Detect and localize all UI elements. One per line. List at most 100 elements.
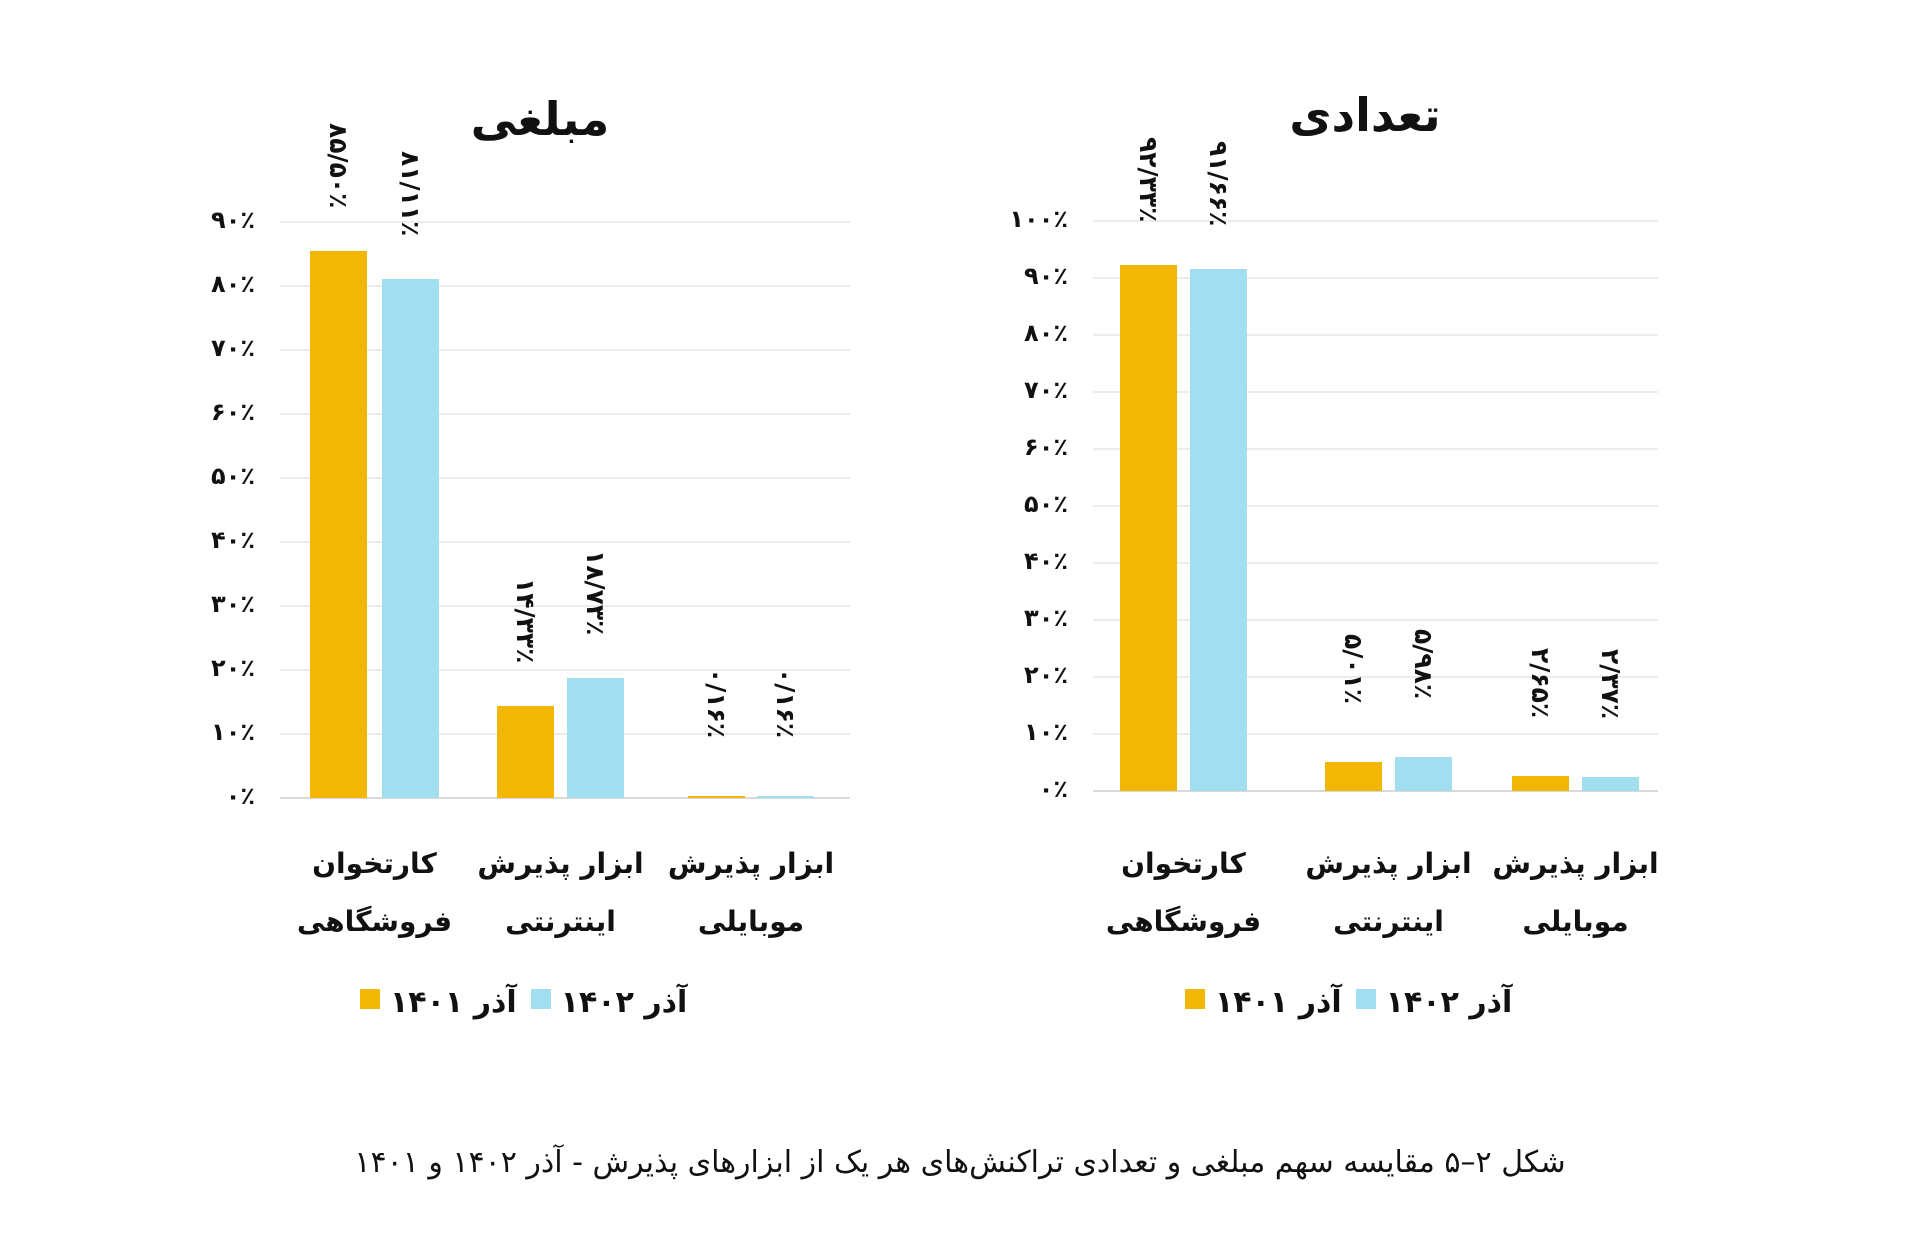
y-tick-label: ۴۰٪ (1024, 547, 1068, 575)
legend-item-1402: آذر ۱۴۰۲ (530, 985, 688, 1020)
gridline (280, 605, 850, 607)
gridline (1093, 619, 1658, 621)
gridline (1093, 448, 1658, 450)
gridline (1093, 334, 1658, 336)
data-label: ۱۴/۳۳٪ (510, 578, 540, 664)
gridline (1093, 277, 1658, 279)
gridline (1093, 676, 1658, 678)
y-tick-label: ۶۰٪ (211, 398, 255, 426)
legend: آذر ۱۴۰۱ آذر ۱۴۰۲ (360, 985, 687, 1020)
gridline (280, 669, 850, 671)
x-axis-baseline (1093, 790, 1658, 792)
bar-1402 (382, 278, 439, 798)
bar-1402 (757, 796, 814, 798)
chart-title: مبلغی (470, 92, 610, 146)
y-tick-label: ۱۰٪ (1024, 718, 1068, 746)
gridline (280, 733, 850, 735)
category-line: موبایلی (697, 905, 805, 938)
data-label: ۲/۳۷٪ (1595, 649, 1625, 720)
legend-swatch (1185, 989, 1205, 1009)
y-tick-label: ۷۰٪ (1024, 376, 1068, 404)
y-tick-label: ۹۰٪ (211, 206, 255, 234)
y-tick-label: ۲۰٪ (211, 654, 255, 682)
y-tick-label: ۸۰٪ (211, 270, 255, 298)
bar-1401 (1120, 264, 1177, 791)
category-line: اینترنتی (1333, 905, 1444, 938)
legend-label: آذر ۱۴۰۲ (1385, 985, 1513, 1020)
x-category-label: ابزار پذیرش موبایلی (1481, 835, 1671, 951)
gridline (1093, 562, 1658, 564)
x-category-label: ابزار پذیرش اینترنتی (466, 835, 656, 951)
gridline (280, 221, 850, 223)
category-line: ابزار پذیرش (667, 847, 835, 880)
y-tick-label: ۵۰٪ (1024, 490, 1068, 518)
data-label: ۹۲/۳۳٪ (1133, 136, 1163, 223)
bar-1402 (1395, 756, 1452, 791)
legend-item-1402: آذر ۱۴۰۲ (1355, 985, 1513, 1020)
y-tick-label: ۹۰٪ (1024, 262, 1068, 290)
y-tick-label: ۴۰٪ (211, 526, 255, 554)
gridline (280, 349, 850, 351)
data-label: ۵/۰۱٪ (1338, 634, 1368, 705)
legend-swatch (1355, 989, 1376, 1009)
category-line: فروشگاهی (1105, 905, 1262, 938)
data-label: ۰/۱۶٪ (770, 668, 800, 739)
category-line: فروشگاهی (296, 905, 453, 938)
bar-1402 (1190, 268, 1247, 791)
y-tick-label: ۷۰٪ (211, 334, 255, 362)
x-category-label: ابزار پذیرش موبایلی (656, 835, 846, 951)
y-tick-label: ۸۰٪ (1024, 319, 1068, 347)
category-line: کارتخوان (1121, 847, 1246, 880)
gridline (1093, 391, 1658, 393)
x-axis-baseline (280, 797, 850, 799)
y-tick-label: ۱۰٪ (211, 718, 255, 746)
legend-swatch (360, 989, 380, 1009)
data-label: ۰/۱۶٪ (701, 668, 731, 739)
bar-1402 (1582, 777, 1639, 791)
gridline (280, 477, 850, 479)
chart-title: تعدادی (1289, 88, 1441, 142)
bar-1401 (1512, 775, 1569, 791)
category-line: کارتخوان (312, 847, 437, 880)
y-tick-label: ۰٪ (225, 782, 255, 810)
y-tick-label: ۳۰٪ (1024, 604, 1068, 632)
data-label: ۵/۹۸٪ (1408, 628, 1438, 700)
y-tick-label: ۰٪ (1038, 775, 1068, 803)
bar-1401 (497, 706, 554, 798)
data-label: ۸۵/۵۰٪ (323, 122, 353, 209)
data-label: ۸۱/۱۱٪ (395, 150, 425, 237)
x-category-label: ابزار پذیرش اینترنتی (1294, 835, 1484, 951)
category-line: اینترنتی (505, 905, 616, 938)
legend-label: آذر ۱۴۰۱ (1215, 985, 1342, 1020)
category-line: ابزار پذیرش (1305, 847, 1472, 880)
gridline (280, 413, 850, 415)
category-line: ابزار پذیرش (1492, 847, 1659, 880)
bar-1402 (567, 678, 624, 798)
x-category-label: کارتخوان فروشگاهی (280, 835, 470, 951)
legend-label: آذر ۱۴۰۲ (560, 985, 688, 1020)
y-tick-label: ۲۰٪ (1024, 661, 1068, 689)
bar-1401 (688, 796, 745, 798)
y-tick-label: ۱۰۰٪ (1009, 205, 1068, 233)
bar-1401 (310, 250, 367, 798)
data-label: ۲/۶۵٪ (1525, 647, 1555, 719)
data-label: ۱۸/۷۳٪ (580, 550, 610, 636)
x-category-label: کارتخوان فروشگاهی (1089, 835, 1279, 951)
gridline (1093, 733, 1658, 735)
figure-caption: شکل ۲–۵ مقایسه سهم مبلغی و تعدادی تراکنش… (354, 1145, 1566, 1180)
category-line: ابزار پذیرش (477, 847, 644, 880)
y-tick-label: ۵۰٪ (211, 462, 255, 490)
gridline (280, 541, 850, 543)
legend-label: آذر ۱۴۰۱ (390, 985, 517, 1020)
y-tick-label: ۳۰٪ (211, 590, 255, 618)
gridline (1093, 505, 1658, 507)
legend: آذر ۱۴۰۱ آذر ۱۴۰۲ (1185, 985, 1512, 1020)
legend-swatch (530, 989, 551, 1009)
data-label: ۹۱/۶۶٪ (1203, 140, 1233, 226)
legend-item-1401: آذر ۱۴۰۱ (360, 985, 517, 1020)
gridline (280, 285, 850, 287)
category-line: موبایلی (1522, 905, 1629, 938)
gridline (1093, 220, 1658, 222)
y-tick-label: ۶۰٪ (1024, 433, 1068, 461)
bar-1401 (1325, 762, 1382, 791)
